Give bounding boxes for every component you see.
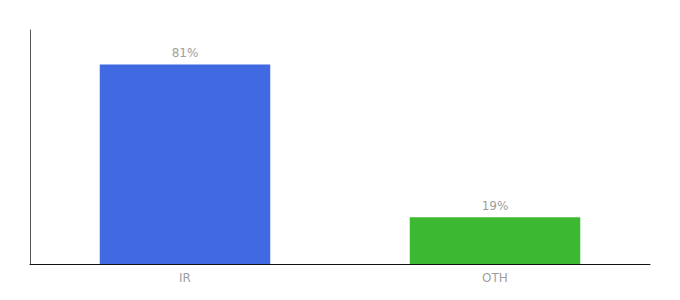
svg-text:19%: 19% <box>482 199 509 213</box>
svg-text:IR: IR <box>179 271 191 285</box>
svg-text:81%: 81% <box>172 46 199 60</box>
svg-text:OTH: OTH <box>482 271 508 285</box>
